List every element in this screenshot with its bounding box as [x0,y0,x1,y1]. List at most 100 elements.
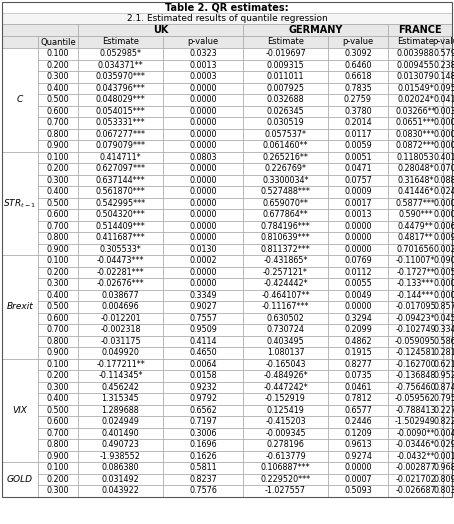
Bar [443,209,452,221]
Bar [243,278,328,289]
Bar [443,255,452,267]
Bar [78,209,163,221]
Bar [78,140,163,151]
Bar [328,221,388,232]
Bar [328,255,388,267]
Bar [388,439,443,451]
Text: 1.080137: 1.080137 [266,348,304,357]
Bar [243,140,328,151]
Bar [38,462,78,474]
Bar [388,451,443,462]
Bar [38,82,78,94]
Bar [443,82,452,94]
Text: 0.0000: 0.0000 [189,95,217,104]
Bar [163,105,243,117]
Bar [243,186,328,198]
Text: 0.800: 0.800 [47,130,69,139]
Bar [78,255,163,267]
Bar [328,393,388,405]
Text: 0.500: 0.500 [47,302,69,311]
Bar [443,128,452,140]
Bar [163,60,243,71]
Text: 0.200: 0.200 [47,371,69,380]
Bar [38,128,78,140]
Bar [78,244,163,255]
Text: 0.0130: 0.0130 [189,245,217,254]
Bar [328,174,388,186]
Bar [78,312,163,324]
Bar [443,324,452,335]
Text: 0.600: 0.600 [47,210,69,219]
Bar [78,186,163,198]
Bar [388,105,443,117]
Bar [163,105,243,117]
Bar [2,462,38,497]
Text: 0.8572: 0.8572 [434,302,454,311]
Bar [328,36,388,48]
Bar [388,36,443,48]
Bar [78,198,163,209]
Bar [328,474,388,485]
Bar [163,312,243,324]
Text: 0.200: 0.200 [47,268,69,277]
Bar [163,278,243,289]
Bar [243,301,328,312]
Bar [443,301,452,312]
Bar [78,232,163,244]
Bar [243,289,328,301]
Text: -0.144***: -0.144*** [397,291,434,300]
Bar [388,82,443,94]
Bar [163,324,243,335]
Bar [38,71,78,82]
Bar [388,94,443,105]
Bar [328,428,388,439]
Text: 0.8094: 0.8094 [434,475,454,484]
Bar [78,24,243,36]
Bar [78,439,163,451]
Bar [163,358,243,370]
Text: 0.300: 0.300 [47,176,69,185]
Bar [78,485,163,497]
Bar [78,370,163,381]
Bar [443,462,452,474]
Bar [163,186,243,198]
Bar [78,267,163,278]
Text: 0.0002: 0.0002 [189,256,217,265]
Bar [163,312,243,324]
Text: -0.756460: -0.756460 [395,383,436,392]
Bar [243,428,328,439]
Bar [38,151,78,163]
Bar [243,485,328,497]
Bar [328,117,388,128]
Bar [388,428,443,439]
Bar [163,221,243,232]
Bar [388,393,443,405]
Bar [243,209,328,221]
Bar [443,255,452,267]
Bar [243,393,328,405]
Bar [38,416,78,428]
Text: -0.09423*: -0.09423* [396,314,435,323]
Bar [38,439,78,451]
Text: 0.030519: 0.030519 [266,118,304,127]
Bar [38,393,78,405]
Bar [388,255,443,267]
Bar [443,428,452,439]
Bar [243,186,328,198]
Bar [443,416,452,428]
Bar [163,198,243,209]
Bar [443,358,452,370]
Bar [163,36,243,48]
Bar [243,381,328,393]
Bar [78,36,163,48]
Bar [443,209,452,221]
Text: 0.0461: 0.0461 [344,383,372,392]
Bar [78,24,243,36]
Text: 0.038677: 0.038677 [102,291,139,300]
Text: 0.0045: 0.0045 [434,429,454,438]
Bar [38,36,78,48]
Bar [78,381,163,393]
Bar [163,267,243,278]
Text: 0.0000: 0.0000 [434,118,454,127]
Bar [388,301,443,312]
